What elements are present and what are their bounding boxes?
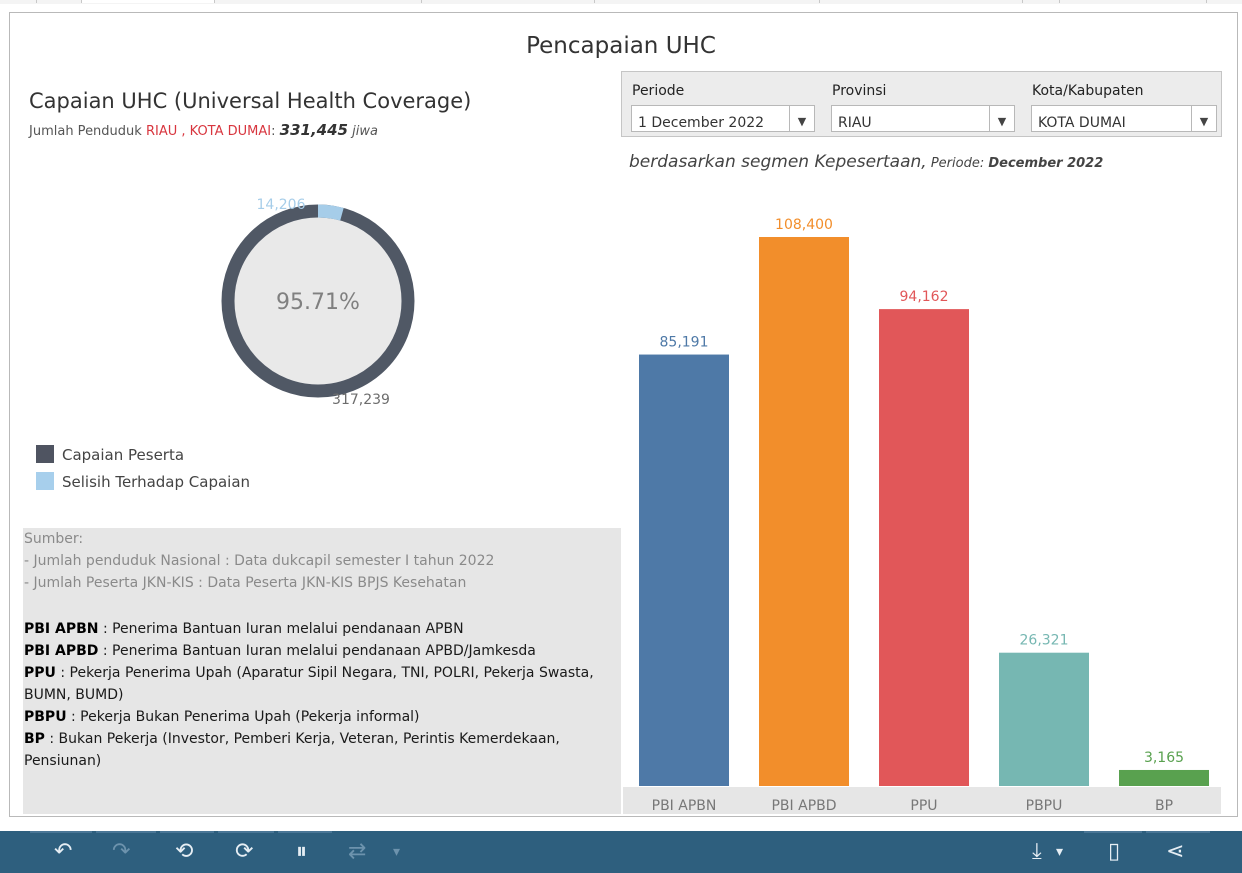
definition-line-cont: Pensiunan) — [24, 753, 102, 769]
download-icon[interactable]: ⤓ — [1032, 839, 1042, 864]
top-tab[interactable] — [0, 0, 37, 3]
chevron-down-icon[interactable]: ▾ — [393, 844, 401, 860]
periode-value: 1 December 2022 — [638, 115, 765, 131]
definition-line: PBI APBN : Penerima Bantuan Iuran melalu… — [24, 621, 464, 637]
provinsi-select[interactable]: RIAU ▼ — [831, 105, 1015, 132]
toolbar-divider — [96, 831, 156, 833]
periode-select[interactable]: 1 December 2022 ▼ — [631, 105, 815, 132]
segment-periode-value: December 2022 — [988, 156, 1104, 171]
definition-term: PBI APBD — [24, 643, 99, 659]
legend-label: Capaian Peserta — [62, 446, 185, 464]
definition-term: PBPU — [24, 709, 67, 725]
top-tab[interactable] — [820, 0, 1023, 3]
separator: , — [177, 124, 190, 139]
donut-gap-arc[interactable] — [317, 204, 344, 221]
revert-icon[interactable]: ⟲ — [175, 839, 194, 864]
donut-achieved-label: 317,239 — [332, 392, 390, 408]
toolbar-divider — [30, 831, 92, 833]
page-title: Pencapaian UHC — [526, 33, 716, 59]
toolbar-divider — [278, 831, 332, 833]
segment-subtitle: berdasarkan segmen Kepesertaan, Periode:… — [629, 152, 1103, 172]
definition-text: : Penerima Bantuan Iuran melalui pendana… — [98, 621, 464, 637]
source-title: Sumber: — [24, 531, 84, 547]
chevron-down-icon[interactable]: ▼ — [989, 106, 1014, 131]
top-tab[interactable] — [422, 0, 595, 3]
source-line: - Jumlah penduduk Nasional : Data dukcap… — [24, 553, 495, 569]
donut-percent-label: 95.71% — [276, 290, 360, 315]
chevron-down-icon[interactable]: ▼ — [1191, 106, 1216, 131]
top-tab[interactable] — [595, 0, 820, 3]
top-tab[interactable] — [1023, 0, 1060, 3]
donut-center — [234, 217, 402, 385]
refresh-data-icon[interactable]: ⟳ — [235, 839, 254, 864]
provinsi-label: Provinsi — [832, 83, 887, 99]
top-tab[interactable] — [37, 0, 82, 3]
filter-panel: Periode 1 December 2022 ▼ Provinsi RIAU … — [621, 71, 1222, 137]
definition-line-cont: BUMN, BUMD) — [24, 687, 124, 703]
redo-icon[interactable]: ↷ — [112, 839, 131, 864]
province-name: RIAU — [145, 124, 178, 139]
city-name: KOTA DUMAI — [189, 124, 272, 139]
legend-label: Selisih Terhadap Capaian — [62, 473, 251, 491]
device-layout-icon[interactable]: ▯ — [1108, 839, 1121, 864]
legend-swatch — [36, 472, 54, 490]
definition-term: BP — [24, 731, 45, 747]
toolbar-divider — [160, 831, 214, 833]
top-tab-active[interactable] — [82, 0, 215, 3]
periode-label: Periode — [632, 83, 685, 99]
toolbar-divider — [1084, 831, 1142, 833]
segment-subtitle-main: berdasarkan segmen Kepesertaan, — [629, 152, 927, 172]
definition-text: : Pekerja Penerima Upah (Aparatur Sipil … — [55, 665, 594, 681]
definition-text: : Penerima Bantuan Iuran melalui pendana… — [98, 643, 536, 659]
definition-line: PPU : Pekerja Penerima Upah (Aparatur Si… — [24, 665, 594, 681]
definition-term: PPU — [24, 665, 56, 681]
definition-line: BP : Bukan Pekerja (Investor, Pemberi Ke… — [24, 731, 560, 747]
population-value: 331,445 — [279, 121, 348, 139]
legend-swatch — [36, 445, 54, 463]
uhc-title: Capaian UHC (Universal Health Coverage) — [29, 89, 472, 113]
definition-term: PBI APBN — [24, 621, 99, 637]
population-prefix: Jumlah Penduduk — [29, 124, 146, 139]
notes-panel: Sumber: - Jumlah penduduk Nasional : Dat… — [23, 528, 621, 814]
toolbar-divider — [1146, 831, 1210, 833]
definition-line: PBI APBD : Penerima Bantuan Iuran melalu… — [24, 643, 536, 659]
kota-select[interactable]: KOTA DUMAI ▼ — [1031, 105, 1217, 132]
undo-icon[interactable]: ↶ — [54, 839, 73, 864]
colon: : — [271, 124, 280, 139]
toolbar-divider — [218, 831, 274, 833]
top-tab[interactable] — [215, 0, 422, 3]
bottom-toolbar: ↶ ↷ ⟲ ⟳ ⏸ ⇄ ▾ ⤓ ▾ ▯ ⋖ — [0, 831, 1242, 873]
chevron-down-icon[interactable]: ▼ — [789, 106, 814, 131]
pause-updates-icon[interactable]: ⏸ — [296, 839, 308, 864]
provinsi-value: RIAU — [838, 115, 872, 131]
kota-label: Kota/Kabupaten — [1032, 83, 1144, 99]
top-tab[interactable] — [1060, 0, 1207, 3]
donut-gap-label: 14,206 — [257, 197, 306, 213]
definition-text: : Pekerja Bukan Penerima Upah (Pekerja i… — [66, 709, 420, 725]
segment-periode-label: Periode: — [926, 156, 989, 171]
uhc-donut-chart: 95.71% 14,206 317,239 — [221, 197, 415, 408]
top-tab-strip — [0, 0, 1242, 4]
view-icon[interactable]: ⇄ — [348, 839, 367, 864]
definition-text: : Bukan Pekerja (Investor, Pemberi Kerja… — [44, 731, 560, 747]
source-line: - Jumlah Peserta JKN-KIS : Data Peserta … — [24, 575, 467, 591]
chevron-down-icon[interactable]: ▾ — [1056, 844, 1064, 860]
population-subtitle: Jumlah Penduduk RIAU , KOTA DUMAI: 331,4… — [29, 121, 378, 139]
population-unit: jiwa — [347, 124, 378, 139]
kota-value: KOTA DUMAI — [1038, 115, 1126, 131]
definition-line: PBPU : Pekerja Bukan Penerima Upah (Peke… — [24, 709, 420, 725]
share-icon[interactable]: ⋖ — [1166, 839, 1185, 864]
